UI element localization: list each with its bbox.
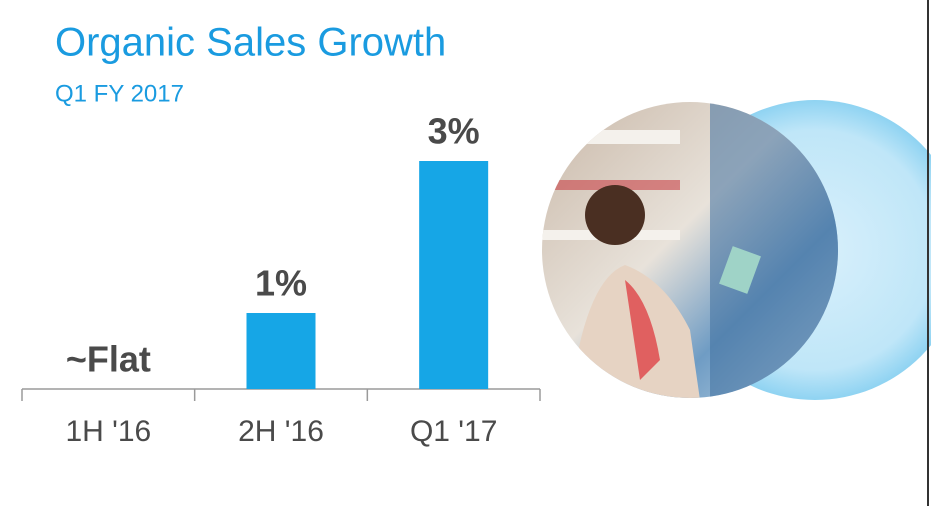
bar [419, 161, 489, 389]
chart-subtitle: Q1 FY 2017 [55, 80, 184, 107]
x-tick-label: Q1 '17 [410, 415, 497, 448]
bar [246, 313, 316, 389]
x-tick-label: 1H '16 [65, 415, 151, 448]
value-label: 3% [428, 111, 480, 152]
value-label: ~Flat [66, 339, 151, 380]
value-label: 1% [255, 263, 307, 304]
x-tick-label: 2H '16 [238, 415, 324, 448]
chart-title: Organic Sales Growth [55, 21, 446, 65]
decoration [542, 0, 931, 506]
